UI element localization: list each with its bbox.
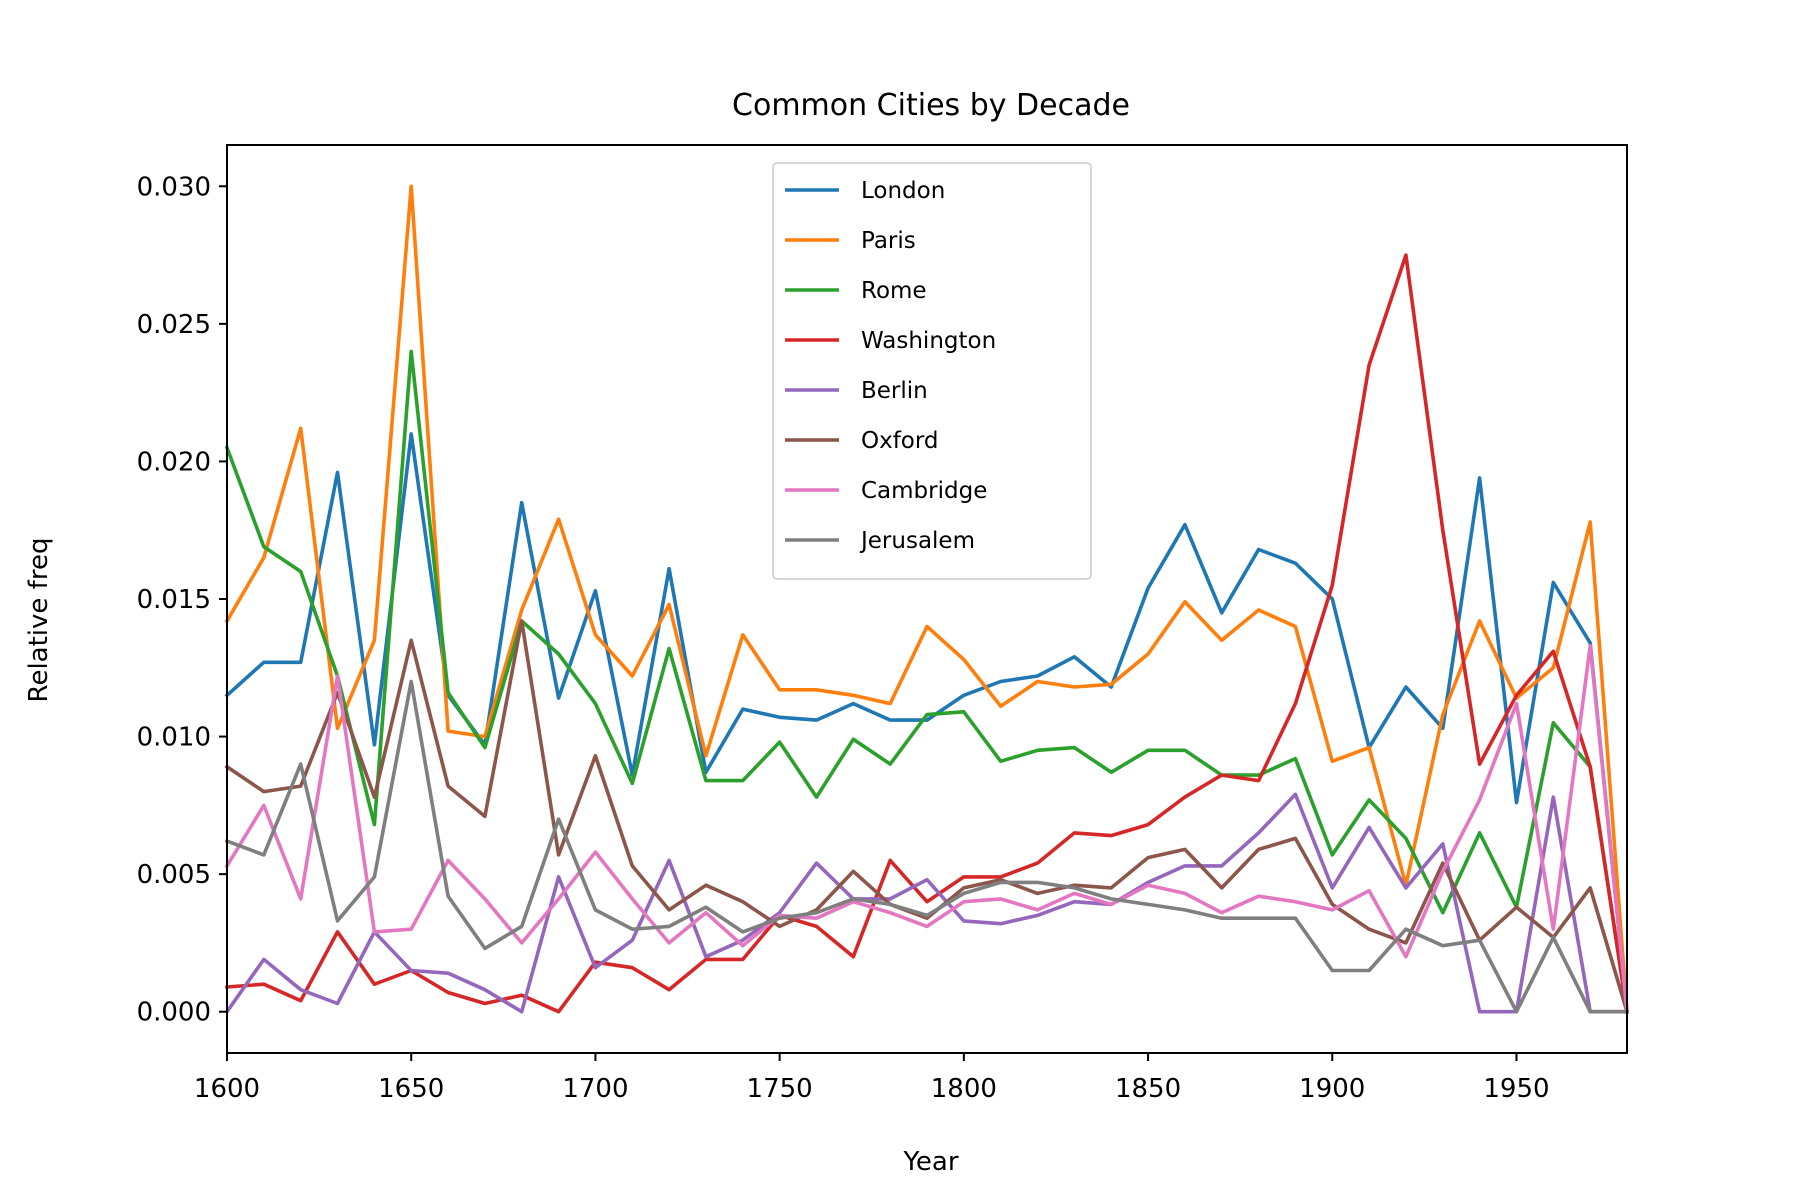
x-tick-label: 1600 bbox=[194, 1074, 260, 1104]
x-tick-label: 1800 bbox=[931, 1074, 997, 1104]
x-axis-label: Year bbox=[902, 1147, 958, 1177]
y-tick-label: 0.025 bbox=[137, 310, 211, 340]
legend-label: Cambridge bbox=[861, 478, 987, 504]
x-tick-label: 1950 bbox=[1483, 1074, 1549, 1104]
legend-label: Washington bbox=[861, 328, 996, 354]
x-tick-label: 1650 bbox=[378, 1074, 444, 1104]
y-tick-label: 0.010 bbox=[137, 723, 211, 753]
series-line-berlin bbox=[224, 792, 1629, 1015]
y-axis-label: Relative freq bbox=[24, 538, 54, 703]
plot-lines bbox=[224, 184, 1630, 1015]
y-tick-label: 0.015 bbox=[137, 585, 211, 615]
series-line-oxford bbox=[224, 619, 1630, 1014]
series-line-washington bbox=[225, 253, 1630, 1014]
legend-label: Rome bbox=[861, 278, 927, 304]
x-axis: 1600 1650 1700 1750 1800 1850 1900 1950 bbox=[194, 1053, 1550, 1104]
series-line-rome bbox=[224, 349, 1630, 1014]
x-tick-label: 1700 bbox=[562, 1074, 628, 1104]
chart-title: Common Cities by Decade bbox=[732, 88, 1130, 123]
series-line-paris bbox=[224, 184, 1629, 1014]
y-axis: 0.000 0.005 0.010 0.015 0.020 0.025 0.030 bbox=[137, 172, 227, 1028]
y-tick-label: 0.005 bbox=[137, 860, 211, 890]
legend-label: London bbox=[861, 178, 945, 204]
y-tick-label: 0.020 bbox=[137, 447, 211, 477]
legend-label: Berlin bbox=[861, 378, 928, 404]
y-tick-label: 0.000 bbox=[137, 998, 211, 1028]
series-line-cambridge bbox=[224, 643, 1629, 1014]
legend-label: Jerusalem bbox=[859, 528, 975, 554]
x-tick-label: 1850 bbox=[1115, 1074, 1181, 1104]
series-line-jerusalem bbox=[224, 679, 1629, 1014]
legend-label: Oxford bbox=[861, 428, 939, 454]
x-tick-label: 1750 bbox=[747, 1074, 813, 1104]
legend-box bbox=[772, 162, 1092, 580]
x-tick-label: 1900 bbox=[1299, 1074, 1365, 1104]
legend-label: Paris bbox=[861, 228, 916, 254]
y-tick-label: 0.030 bbox=[137, 172, 211, 202]
legend: London Paris Rome Washington Berlin Oxford Cam… bbox=[772, 162, 1092, 580]
